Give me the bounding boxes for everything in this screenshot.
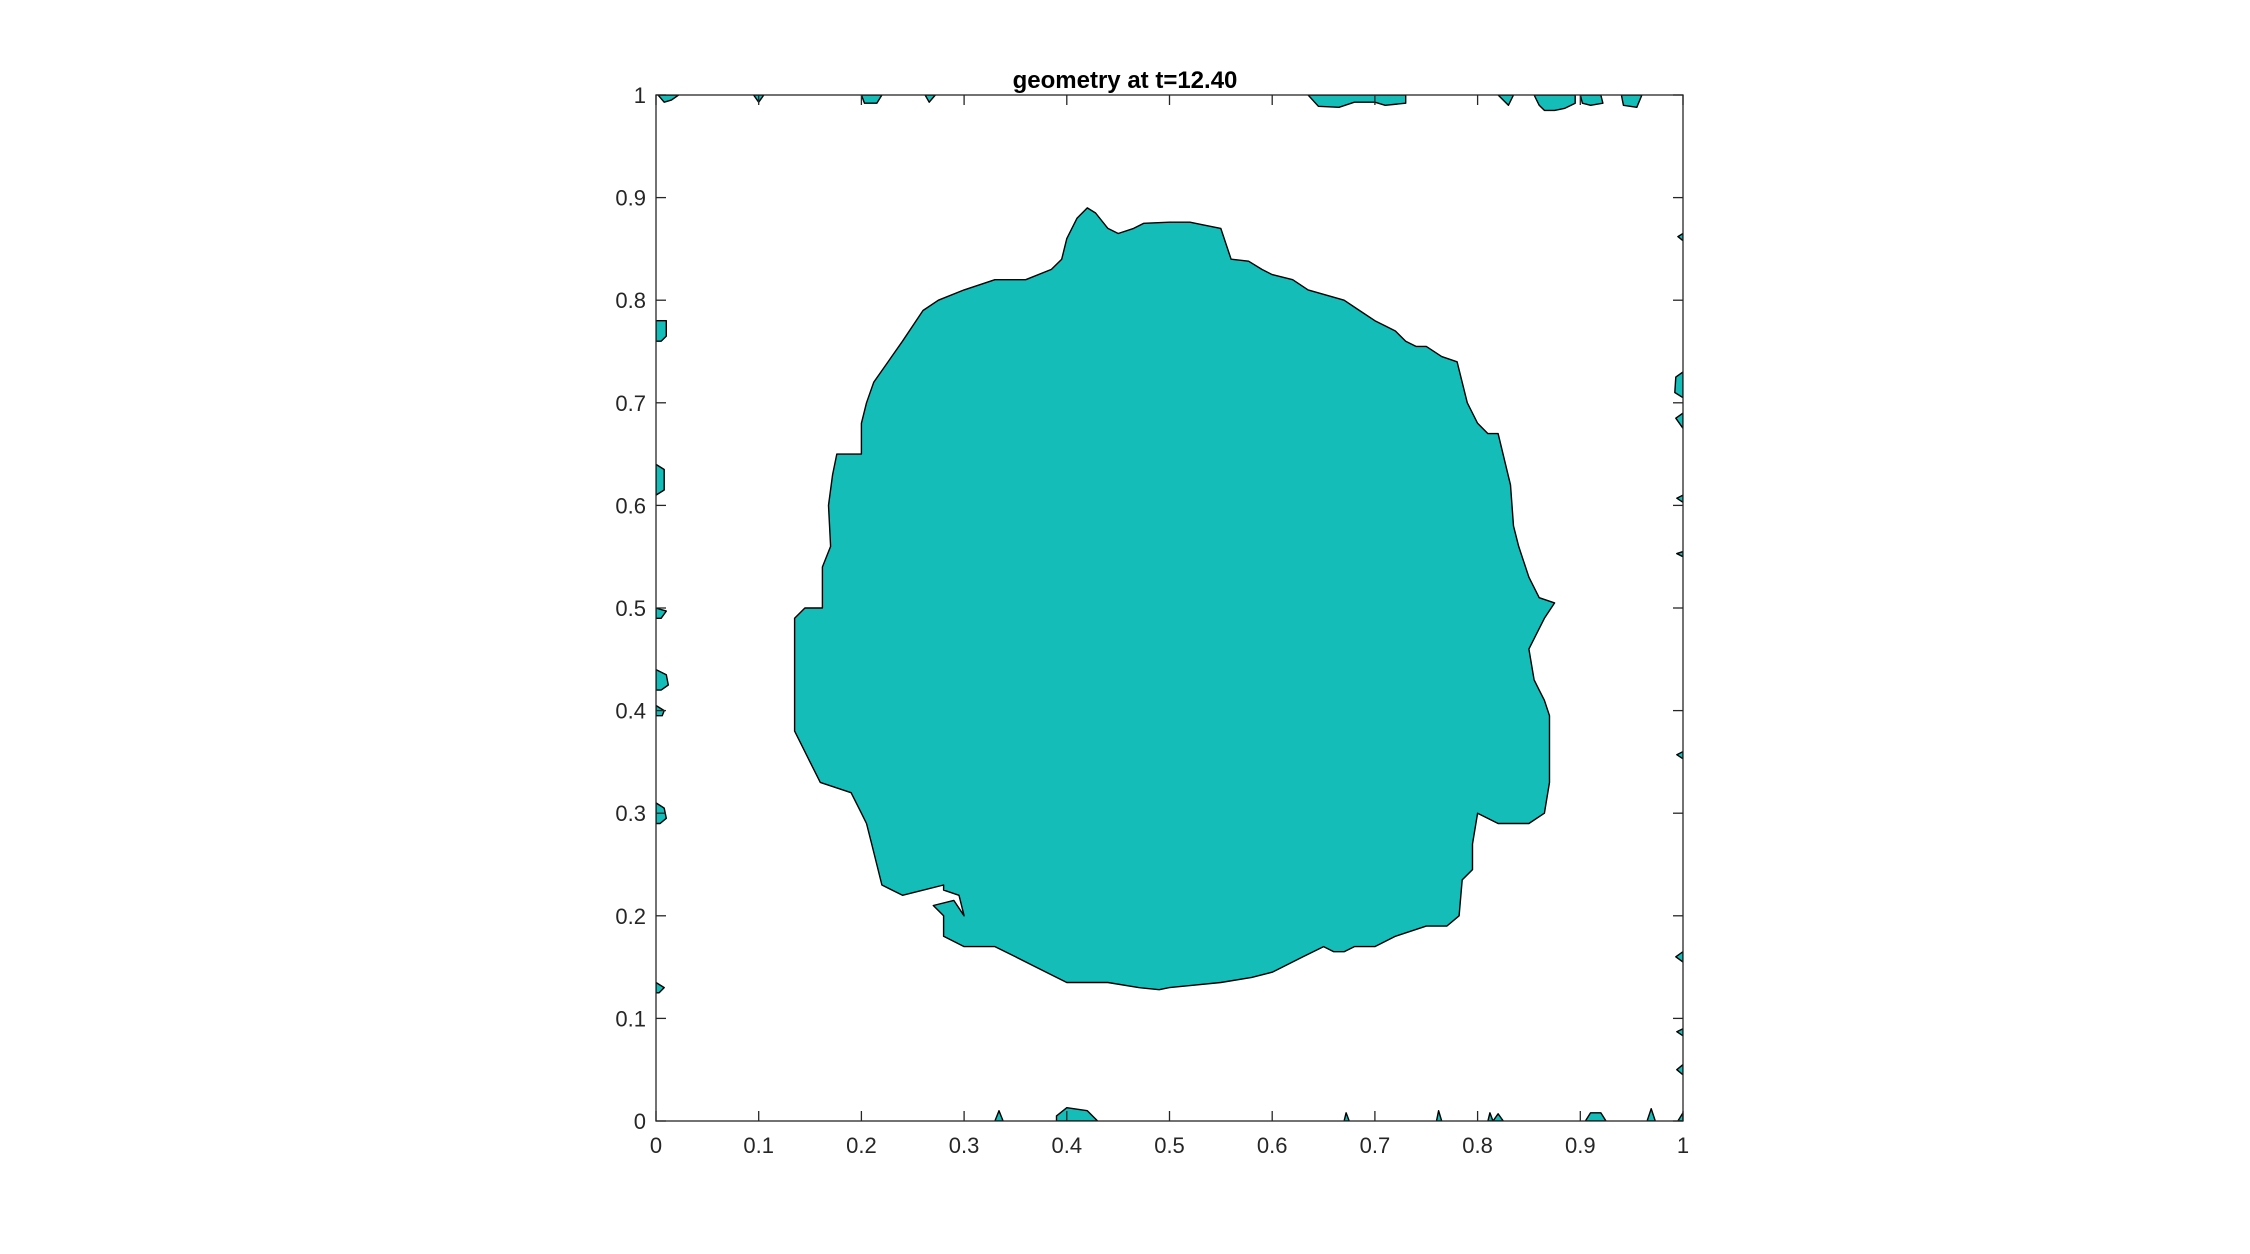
region-blob-right-4 bbox=[1676, 494, 1683, 503]
region-blob-right-8 bbox=[1676, 1027, 1683, 1037]
y-tick-label: 0.1 bbox=[615, 1006, 646, 1031]
region-blob-right-7 bbox=[1675, 951, 1683, 963]
y-tick-label: 0.4 bbox=[615, 699, 646, 724]
x-tick-label: 0.2 bbox=[846, 1133, 877, 1158]
region-blob-bottom-8 bbox=[1646, 1107, 1657, 1121]
region-blob-top-6 bbox=[1497, 95, 1515, 107]
region-blob-left-7 bbox=[656, 981, 665, 994]
x-tick-label: 0.1 bbox=[743, 1133, 774, 1158]
y-tick-label: 0.3 bbox=[615, 801, 646, 826]
region-blob-left-3 bbox=[656, 607, 667, 619]
region-main bbox=[793, 207, 1556, 991]
region-blob-top-8 bbox=[1579, 95, 1604, 107]
region-blob-bottom-7 bbox=[1584, 1112, 1607, 1121]
region-blob-top-4 bbox=[924, 95, 936, 103]
region-blob-bottom-1 bbox=[994, 1109, 1004, 1121]
region-blob-right-3 bbox=[1675, 412, 1683, 430]
x-tick-label: 1 bbox=[1677, 1133, 1689, 1158]
region-blob-top-9 bbox=[1620, 95, 1643, 109]
region-blob-bottom-4 bbox=[1435, 1109, 1443, 1121]
region-blob-bottom-6 bbox=[1492, 1113, 1505, 1121]
region-blob-left-2 bbox=[656, 463, 665, 496]
region-blob-right-2 bbox=[1674, 371, 1683, 399]
region-blob-right-9 bbox=[1676, 1063, 1683, 1076]
chart-title: geometry at t=12.40 bbox=[1013, 67, 1238, 94]
region-blob-bottom-5 bbox=[1487, 1112, 1494, 1121]
y-tick-label: 1 bbox=[634, 83, 646, 108]
y-tick-label: 0.7 bbox=[615, 391, 646, 416]
axes: 0 0.1 0.2 0.3 0.4 0.5 0.6 0.7 0.8 0.9 1 0 0.1 0.2 0.3 0… bbox=[615, 83, 1689, 1158]
y-tick-label: 0.9 bbox=[615, 186, 646, 211]
x-tick-label: 0.7 bbox=[1360, 1133, 1391, 1158]
region-blob-right-6 bbox=[1676, 750, 1683, 760]
x-tick-label: 0.3 bbox=[949, 1133, 980, 1158]
x-tick-label: 0.8 bbox=[1462, 1133, 1493, 1158]
region-blob-top-1 bbox=[657, 95, 680, 103]
y-tick-label: 0 bbox=[634, 1109, 646, 1134]
y-tick-label: 0.2 bbox=[615, 904, 646, 929]
x-tick-label: 0.5 bbox=[1154, 1133, 1185, 1158]
region-blob-left-4 bbox=[656, 668, 669, 691]
x-tick-label: 0.6 bbox=[1257, 1133, 1288, 1158]
region-blob-bottom-3 bbox=[1343, 1112, 1350, 1121]
x-tick-label: 0.4 bbox=[1052, 1133, 1083, 1158]
region-blob-top-7 bbox=[1533, 95, 1576, 112]
region-blob-top-3 bbox=[860, 95, 883, 104]
plot-area bbox=[656, 95, 1683, 1121]
region-blob-right-1 bbox=[1677, 232, 1683, 242]
region-blob-right-5 bbox=[1676, 550, 1683, 558]
y-tick-label: 0.5 bbox=[615, 596, 646, 621]
region-blob-left-1 bbox=[656, 320, 667, 342]
y-tick-label: 0.6 bbox=[615, 493, 646, 518]
region-blob-bottom-9 bbox=[1677, 1112, 1683, 1121]
x-tick-label: 0.9 bbox=[1565, 1133, 1596, 1158]
x-tick-label: 0 bbox=[650, 1133, 662, 1158]
y-tick-label: 0.8 bbox=[615, 288, 646, 313]
